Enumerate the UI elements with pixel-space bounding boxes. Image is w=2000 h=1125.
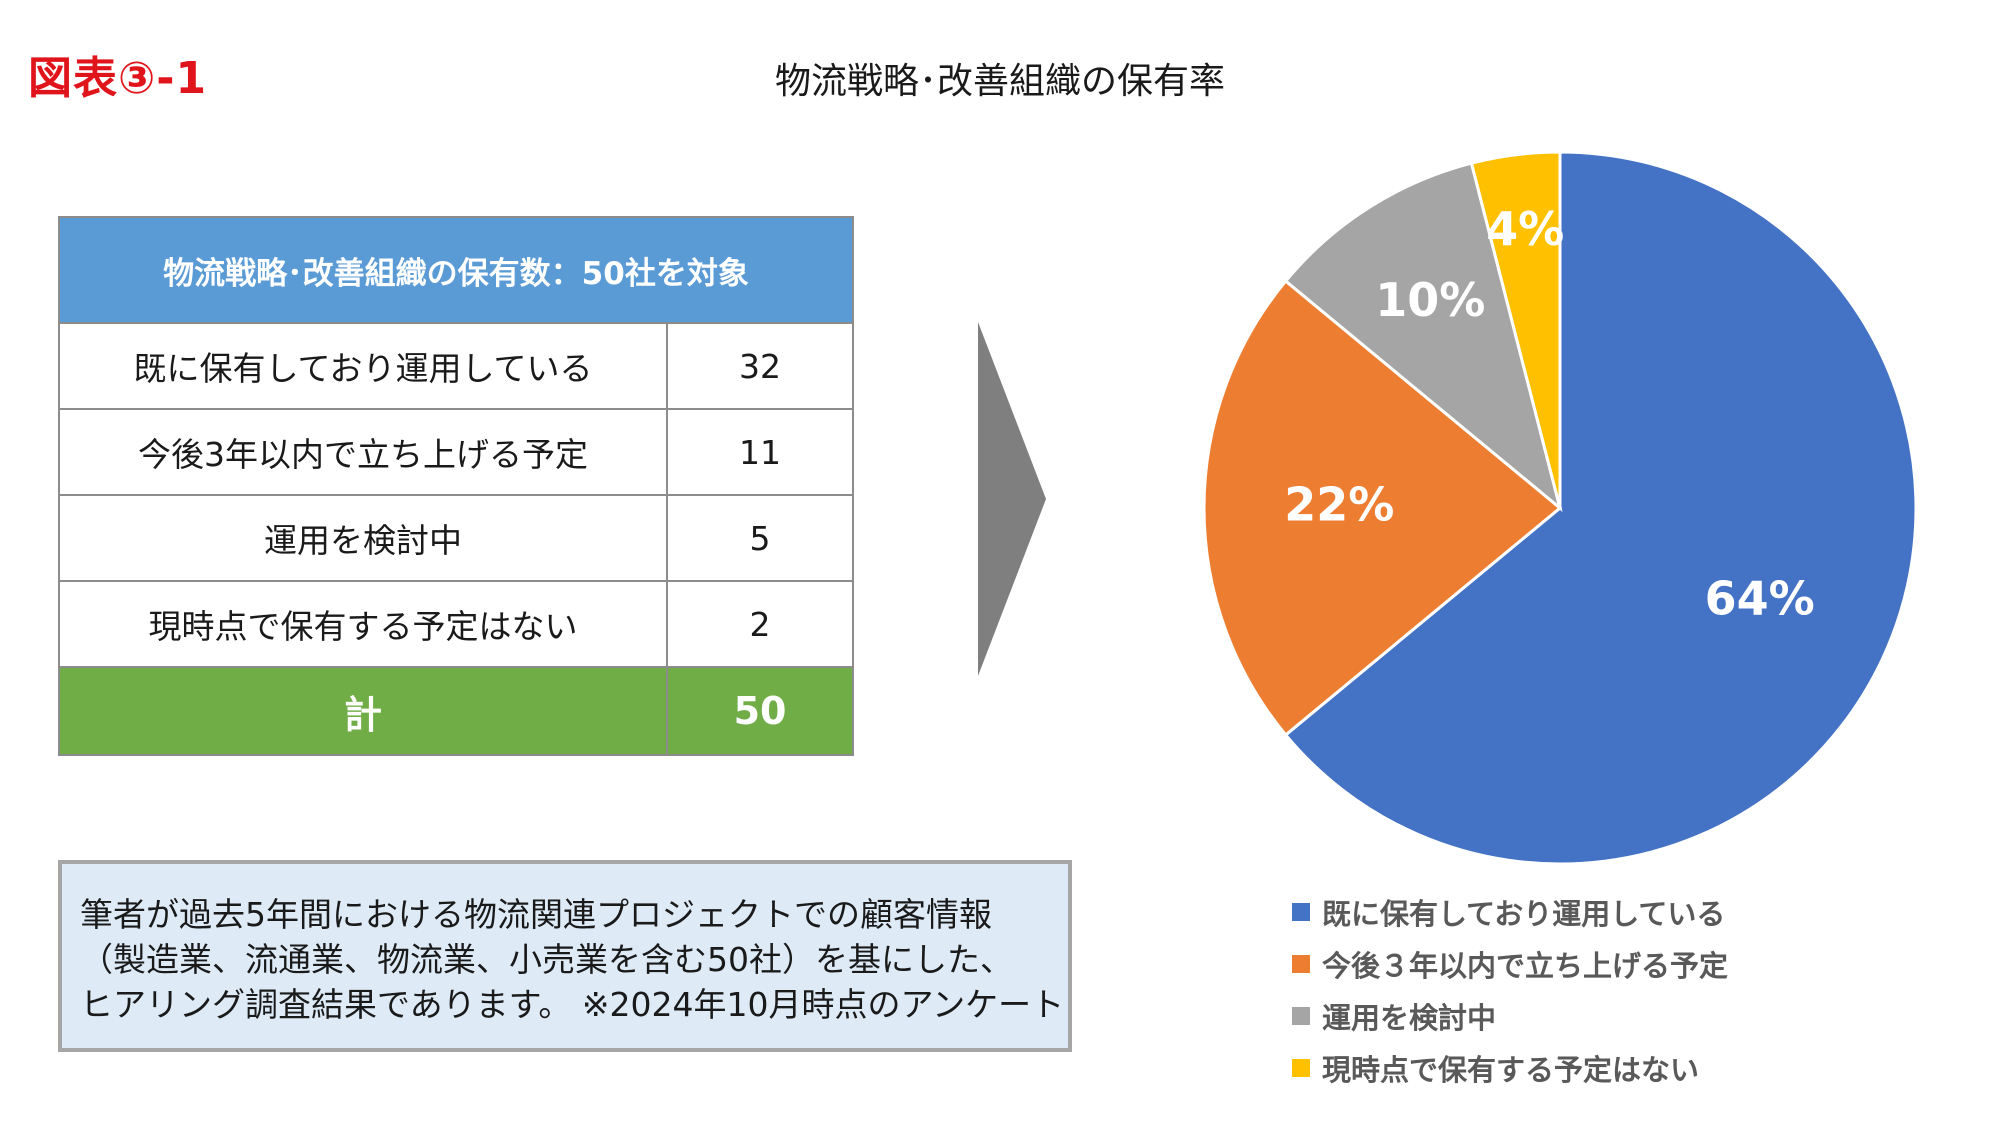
table-total-row: 計 50 xyxy=(58,666,855,756)
row-value: 32 xyxy=(665,322,855,410)
note-line: ヒアリング調査結果であります。 ※2024年10月時点のアンケート xyxy=(80,985,1065,1024)
table-row: 運用を検討中 5 xyxy=(58,494,855,582)
row-label: 今後3年以内で立ち上げる予定 xyxy=(58,408,668,496)
pie-slice xyxy=(1283,161,1563,513)
note-line: 筆者が過去5年間における物流関連プロジェクトでの顧客情報 xyxy=(80,895,992,934)
pie-data-label: 4% xyxy=(1486,202,1564,256)
legend-item: 既に保有しており運用している xyxy=(1292,886,1932,938)
chart-legend: 既に保有しており運用している 今後３年以内で立ち上げる予定 運用を検討中現時点で保有… xyxy=(1292,886,1932,1094)
legend-label: 運用を検討中 xyxy=(1322,1001,1497,1035)
total-value: 50 xyxy=(665,666,855,756)
row-label: 運用を検討中 xyxy=(58,494,668,582)
legend-item: 運用を検討中 xyxy=(1292,990,1932,1042)
pie-data-label: 10% xyxy=(1375,273,1485,327)
table-row: 今後3年以内で立ち上げる予定 11 xyxy=(58,408,855,496)
legend-swatch xyxy=(1292,955,1310,973)
row-value: 5 xyxy=(665,494,855,582)
legend-swatch xyxy=(1292,1059,1310,1077)
pie-chart: 64% 22% 10%4% xyxy=(1202,150,1918,866)
note-line: （製造業、流通業、物流業、小売業を含む50社）を基にした、 xyxy=(80,940,1013,979)
table-row: 現時点で保有する予定はない 2 xyxy=(58,580,855,668)
legend-swatch xyxy=(1292,903,1310,921)
pie-slice xyxy=(1202,278,1563,738)
legend-item: 現時点で保有する予定はない xyxy=(1292,1042,1932,1094)
table-header: 物流戦略･改善組織の保有数：50社を対象 xyxy=(57,216,855,324)
pie-slice xyxy=(1283,150,1918,866)
legend-label: 今後３年以内で立ち上げる予定 xyxy=(1322,949,1729,983)
pie-data-label: 64% xyxy=(1705,571,1815,625)
row-label: 既に保有しており運用している xyxy=(58,322,668,410)
row-label: 現時点で保有する予定はない xyxy=(58,580,668,668)
legend-label: 既に保有しており運用している xyxy=(1322,897,1726,931)
survey-note: 筆者が過去5年間における物流関連プロジェクトでの顧客情報 （製造業、流通業、物流… xyxy=(58,860,1072,1052)
figure-label: 図表③-1 xyxy=(28,53,208,104)
pie-slice xyxy=(1469,150,1562,509)
row-value: 11 xyxy=(665,408,855,496)
table-row: 既に保有しており運用している 32 xyxy=(58,322,855,410)
legend-swatch xyxy=(1292,1007,1310,1025)
legend-label: 現時点で保有する予定はない xyxy=(1322,1053,1700,1087)
pie-data-label: 22% xyxy=(1284,478,1394,532)
legend-item: 今後３年以内で立ち上げる予定 xyxy=(1292,938,1932,990)
summary-table: 物流戦略･改善組織の保有数：50社を対象 既に保有しており運用している 32 今… xyxy=(57,216,855,756)
row-value: 2 xyxy=(665,580,855,668)
page-title: 物流戦略･改善組織の保有率 xyxy=(774,61,1225,102)
total-label: 計 xyxy=(58,666,668,756)
right-chevron-arrow-icon xyxy=(978,322,1046,676)
table-header-row: 物流戦略･改善組織の保有数：50社を対象 xyxy=(57,216,855,324)
